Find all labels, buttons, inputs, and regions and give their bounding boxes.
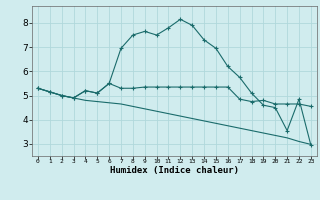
- X-axis label: Humidex (Indice chaleur): Humidex (Indice chaleur): [110, 166, 239, 175]
